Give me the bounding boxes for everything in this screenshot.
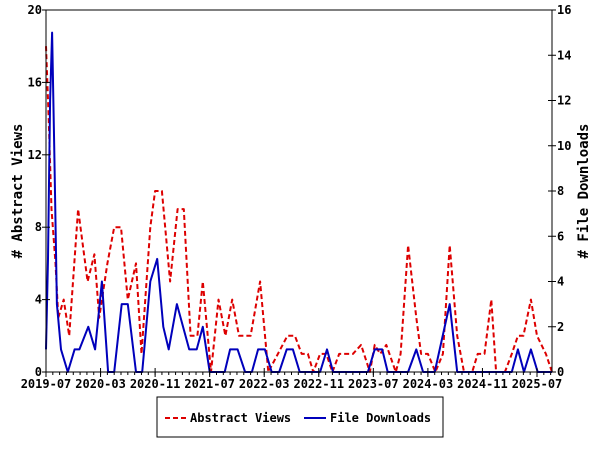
series-line-file-downloads bbox=[46, 33, 552, 372]
y2-tick-label: 14 bbox=[557, 48, 571, 62]
y-axis-label: # Abstract Views bbox=[10, 124, 26, 259]
y2-tick-label: 4 bbox=[557, 275, 564, 289]
x-tick-label: 2020-11 bbox=[130, 377, 181, 391]
x-tick-label: 2019-07 bbox=[21, 377, 72, 391]
x-tick-label: 2024-11 bbox=[457, 377, 508, 391]
legend: Abstract Views File Downloads bbox=[157, 397, 443, 437]
y-tick-label: 0 bbox=[35, 365, 42, 379]
legend-label-file-downloads: File Downloads bbox=[330, 411, 431, 425]
y-tick-label: 20 bbox=[28, 3, 42, 17]
y2-tick-label: 2 bbox=[557, 320, 564, 334]
y2-tick-label: 6 bbox=[557, 229, 564, 243]
y2-tick-label: 12 bbox=[557, 94, 571, 108]
y-tick-label: 12 bbox=[28, 148, 42, 162]
y-tick-label: 16 bbox=[28, 75, 42, 89]
y2-tick-label: 16 bbox=[557, 3, 571, 17]
y2-tick-label: 8 bbox=[557, 184, 564, 198]
y2-tick-label: 0 bbox=[557, 365, 564, 379]
x-tick-label: 2021-07 bbox=[184, 377, 235, 391]
y2-axis-label: # File Downloads bbox=[576, 124, 592, 259]
x-tick-label: 2024-03 bbox=[403, 377, 454, 391]
x-tick-label: 2020-03 bbox=[75, 377, 126, 391]
y2-tick-label: 10 bbox=[557, 139, 571, 153]
legend-label-abstract-views: Abstract Views bbox=[190, 411, 291, 425]
x-tick-label: 2025-07 bbox=[512, 377, 563, 391]
x-tick-label: 2023-07 bbox=[348, 377, 399, 391]
plot-frame bbox=[46, 10, 552, 372]
x-tick-label: 2022-11 bbox=[293, 377, 344, 391]
y-tick-label: 8 bbox=[35, 220, 42, 234]
x-tick-label: 2022-03 bbox=[239, 377, 290, 391]
y-tick-label: 4 bbox=[35, 293, 42, 307]
series-line-abstract-views bbox=[46, 46, 552, 372]
